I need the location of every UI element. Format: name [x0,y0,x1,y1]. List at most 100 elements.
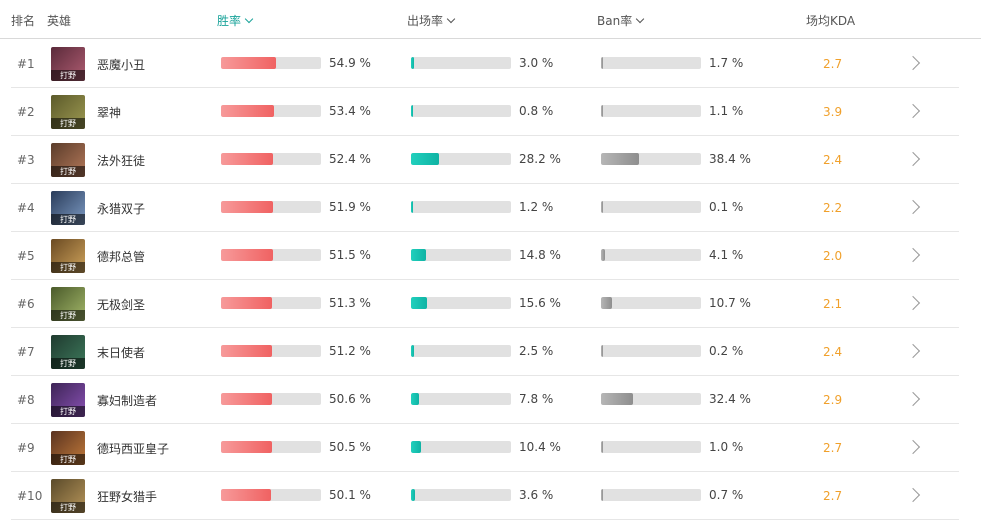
win-rate-value: 53.4 % [329,104,371,118]
hero-row[interactable]: #4 打野 永猎双子 51.9 % 1.2 % 0.1 % 2.2 [11,184,959,232]
win-rate-sort-header[interactable]: 胜率 [217,12,254,29]
rank-number: #7 [17,345,35,359]
hero-row[interactable]: #6 打野 无极剑圣 51.3 % 15.6 % 10.7 % 2.1 [11,280,959,328]
ban-rate-fill [601,249,606,261]
hero-name[interactable]: 德玛西亚皇子 [97,442,170,456]
win-rate-fill [221,57,276,69]
win-rate-bar [221,105,321,117]
pick-rate-bar [411,489,511,501]
hero-avatar[interactable]: 打野 [51,239,85,273]
role-tag: 打野 [51,454,85,465]
hero-row[interactable]: #1 打野 恶魔小丑 54.9 % 3.0 % 1.7 % 2.7 [11,40,959,88]
role-tag: 打野 [51,310,85,321]
kda-value: 2.9 [823,393,843,407]
pick-rate-sort-header[interactable]: 出场率 [407,12,456,29]
win-rate-bar [221,393,321,405]
hero-avatar[interactable]: 打野 [51,383,85,417]
win-rate-bar [221,201,321,213]
chevron-down-icon [244,14,254,24]
hero-name[interactable]: 德邦总管 [97,250,146,264]
hero-avatar[interactable]: 打野 [51,95,85,129]
hero-avatar[interactable]: 打野 [51,287,85,321]
win-rate-bar [221,153,321,165]
chevron-right-icon[interactable] [905,487,921,503]
chevron-right-icon[interactable] [905,151,921,167]
win-rate-bar [221,489,321,501]
ban-rate-value: 0.2 % [709,344,744,358]
pick-rate-header-label: 出场率 [407,14,444,28]
hero-row[interactable]: #7 打野 末日使者 51.2 % 2.5 % 0.2 % 2.4 [11,328,959,376]
pick-rate-value: 0.8 % [519,104,554,118]
kda-column-header: 场均KDA [806,14,856,28]
hero-row[interactable]: #2 打野 翠神 53.4 % 0.8 % 1.1 % 3.9 [11,88,959,136]
pick-rate-fill [411,249,426,261]
ban-rate-value: 1.1 % [709,104,744,118]
win-rate-value: 50.5 % [329,440,371,454]
chevron-right-icon[interactable] [905,391,921,407]
ban-rate-bar [601,57,701,69]
pick-rate-bar [411,201,511,213]
win-rate-value: 51.2 % [329,344,371,358]
hero-name[interactable]: 无极剑圣 [97,298,146,312]
hero-name[interactable]: 恶魔小丑 [97,58,146,72]
pick-rate-value: 1.2 % [519,200,554,214]
hero-row[interactable]: #5 打野 德邦总管 51.5 % 14.8 % 4.1 % 2.0 [11,232,959,280]
ban-rate-bar [601,105,701,117]
chevron-right-icon[interactable] [905,247,921,263]
win-rate-fill [221,249,273,261]
ban-rate-fill [601,57,603,69]
ban-rate-bar [601,249,701,261]
hero-row[interactable]: #9 打野 德玛西亚皇子 50.5 % 10.4 % 1.0 % 2.7 [11,424,959,472]
ban-rate-sort-header[interactable]: Ban率 [597,12,645,29]
ban-rate-fill [601,489,603,501]
hero-avatar[interactable]: 打野 [51,143,85,177]
hero-name[interactable]: 狂野女猎手 [97,490,158,504]
chevron-down-icon [446,14,456,24]
hero-row[interactable]: #8 打野 寡妇制造者 50.6 % 7.8 % 32.4 % 2.9 [11,376,959,424]
chevron-right-icon[interactable] [905,295,921,311]
ban-rate-fill [601,345,603,357]
hero-name[interactable]: 寡妇制造者 [97,394,158,408]
hero-name[interactable]: 翠神 [97,106,122,120]
hero-name[interactable]: 法外狂徒 [97,154,146,168]
win-rate-value: 50.1 % [329,488,371,502]
win-rate-value: 54.9 % [329,56,371,70]
hero-row[interactable]: #3 打野 法外狂徒 52.4 % 28.2 % 38.4 % 2.4 [11,136,959,184]
role-tag: 打野 [51,214,85,225]
hero-name[interactable]: 末日使者 [97,346,146,360]
win-rate-fill [221,201,273,213]
chevron-right-icon[interactable] [905,439,921,455]
ban-rate-fill [601,393,634,405]
hero-avatar[interactable]: 打野 [51,47,85,81]
rank-number: #1 [17,57,35,71]
hero-avatar[interactable]: 打野 [51,191,85,225]
ban-rate-bar [601,153,701,165]
ban-rate-fill [601,297,612,309]
chevron-right-icon[interactable] [905,103,921,119]
role-tag: 打野 [51,406,85,417]
chevron-right-icon[interactable] [905,55,921,71]
win-rate-bar [221,345,321,357]
chevron-right-icon[interactable] [905,343,921,359]
kda-value: 2.4 [823,153,843,167]
win-rate-fill [221,489,272,501]
hero-avatar[interactable]: 打野 [51,431,85,465]
rank-number: #5 [17,249,35,263]
hero-name[interactable]: 永猎双子 [97,202,146,216]
ban-rate-value: 0.7 % [709,488,744,502]
rank-number: #8 [17,393,35,407]
hero-avatar[interactable]: 打野 [51,335,85,369]
rank-number: #10 [17,489,43,503]
win-rate-fill [221,105,275,117]
ban-rate-value: 32.4 % [709,392,751,406]
pick-rate-fill [411,57,414,69]
pick-rate-fill [411,297,427,309]
ban-rate-fill [601,153,640,165]
ban-rate-value: 38.4 % [709,152,751,166]
win-rate-value: 50.6 % [329,392,371,406]
pick-rate-bar [411,393,511,405]
hero-avatar[interactable]: 打野 [51,479,85,513]
pick-rate-value: 3.0 % [519,56,554,70]
chevron-right-icon[interactable] [905,199,921,215]
ban-rate-fill [601,105,603,117]
